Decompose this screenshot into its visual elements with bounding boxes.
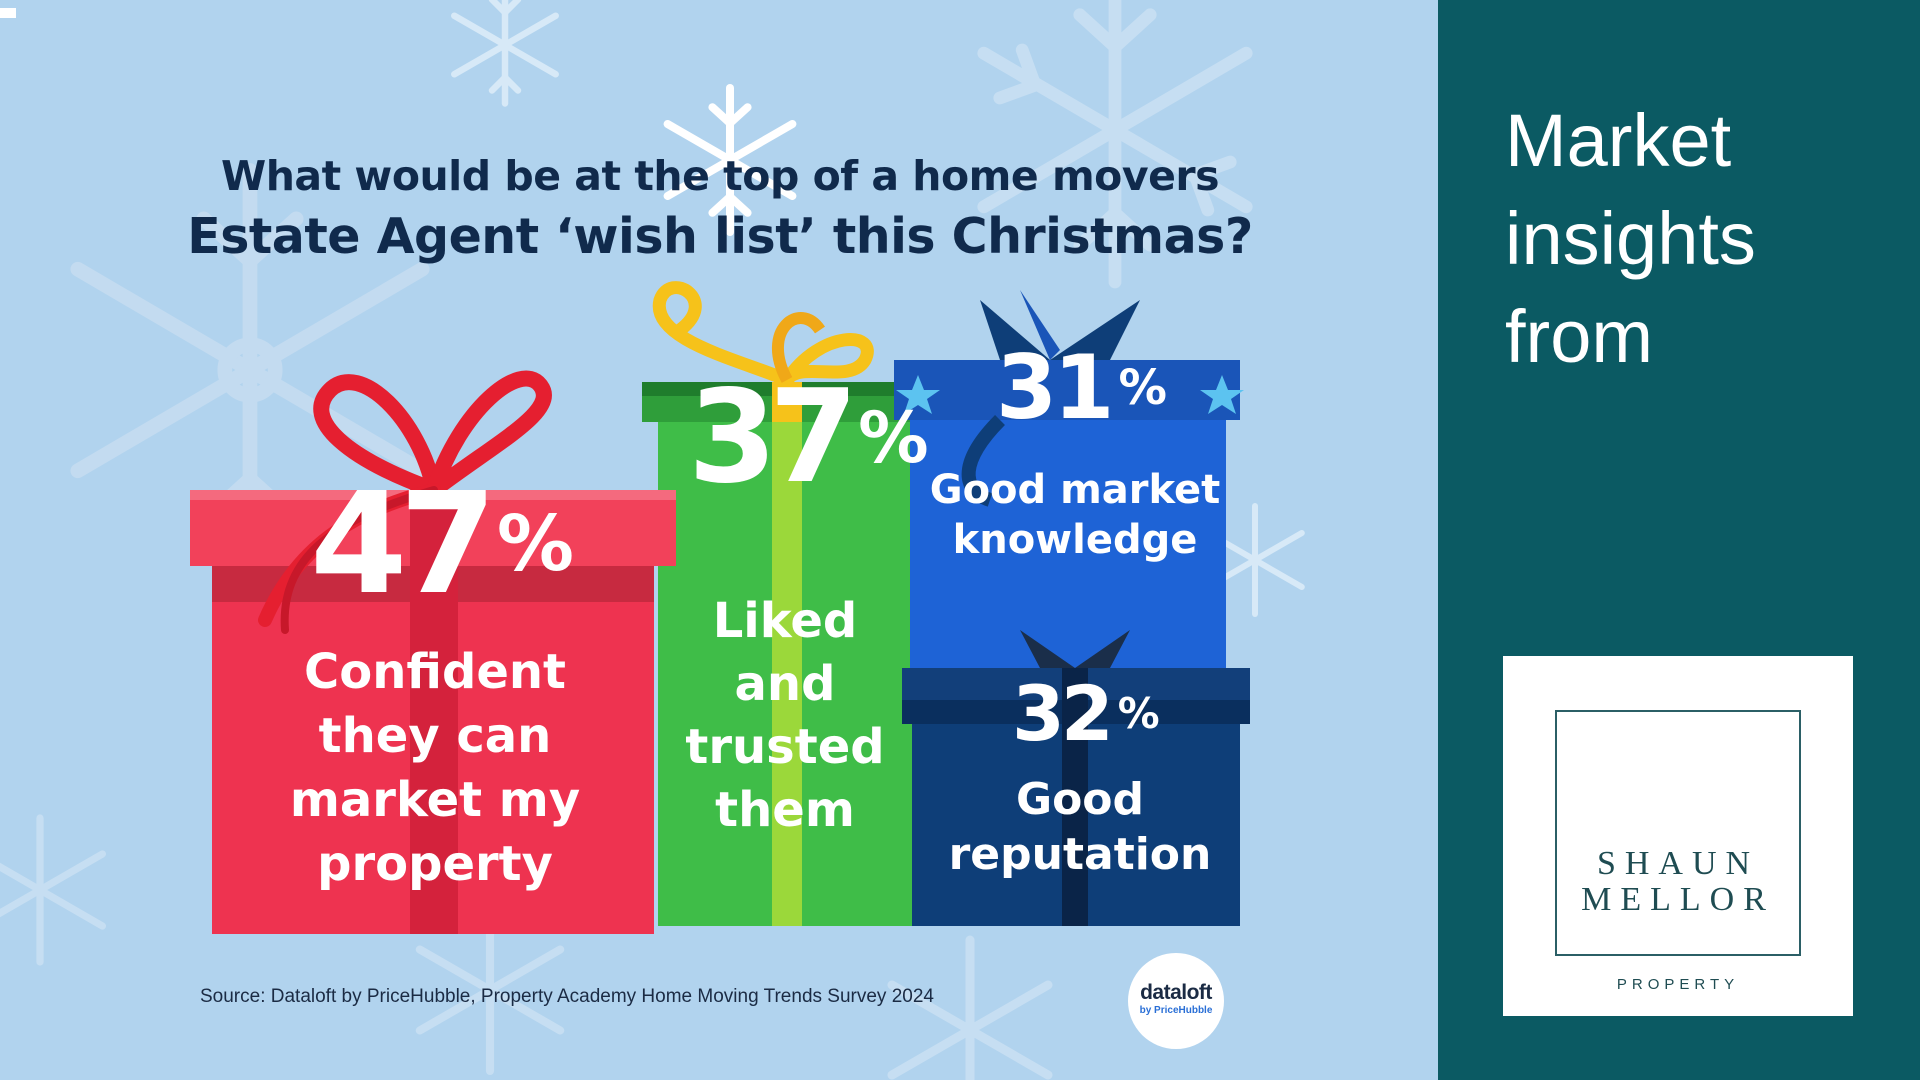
gift-3-percent-value: 31 <box>996 336 1114 439</box>
logo-subtitle: PROPERTY <box>1616 976 1740 993</box>
market-insights-line-2: insights <box>1505 197 1756 280</box>
gift-4-percent-value: 32 <box>1012 669 1114 758</box>
headline-line-1: What would be at the top of a home mover… <box>220 152 1220 200</box>
logo-frame <box>1555 710 1801 956</box>
dataloft-logo-sub: by PriceHubble <box>1139 1005 1213 1016</box>
corner-mark <box>0 8 16 18</box>
market-insights-line-3: from <box>1505 295 1653 378</box>
gift-1-label: Confident they can market my property <box>289 644 581 892</box>
snowflake-icon <box>887 935 1053 1080</box>
market-insights-title: Market insights from <box>1505 92 1885 386</box>
snowflake-icon <box>663 84 797 236</box>
headline: What would be at the top of a home mover… <box>150 148 1290 270</box>
gift-2-percent: 37% <box>688 368 929 508</box>
snowflake-icon <box>451 0 559 107</box>
market-insights-line-1: Market <box>1505 99 1732 182</box>
snowflake-icon <box>415 904 565 1076</box>
gift-3-percent-sign: % <box>1118 360 1167 416</box>
shaun-mellor-logo: SHAUN MELLOR PROPERTY <box>1503 656 1853 1016</box>
gift-1-percent-value: 47 <box>310 463 497 626</box>
gift-blue <box>894 290 1244 670</box>
gift-red <box>190 370 676 934</box>
gift-4-percent: 32% <box>1012 670 1160 758</box>
gift-navy <box>902 630 1250 926</box>
gift-4-label: Good reputation <box>948 774 1212 880</box>
gift-3-percent: 31% <box>996 338 1167 438</box>
gift-4-percent-sign: % <box>1117 689 1160 738</box>
snowflake-icon <box>977 0 1253 289</box>
logo-name: SHAUN MELLOR <box>1503 846 1853 918</box>
snowflake-icon <box>0 814 106 966</box>
gift-2-label: Liked and trusted them <box>685 593 885 838</box>
headline-line-2: Estate Agent ‘wish list’ this Christmas? <box>187 208 1253 265</box>
source-note: Source: Dataloft by PriceHubble, Propert… <box>200 986 934 1007</box>
gift-boxes-illustration <box>190 281 1250 934</box>
gift-3-label: Good market knowledge <box>929 467 1221 563</box>
logo-name-line-2: MELLOR <box>1581 881 1775 918</box>
dataloft-logo-name: dataloft <box>1140 981 1212 1004</box>
logo-name-line-1: SHAUN <box>1596 845 1760 882</box>
dataloft-logo: dataloft by PriceHubble <box>1128 953 1224 1049</box>
gift-1-percent: 47% <box>310 470 574 620</box>
gift-1-percent-sign: % <box>496 500 574 589</box>
gift-2-percent-value: 37 <box>688 363 858 512</box>
gift-2-percent-sign: % <box>858 397 929 479</box>
gift-green <box>642 281 936 926</box>
infographic-panel: What would be at the top of a home mover… <box>0 0 1438 1080</box>
